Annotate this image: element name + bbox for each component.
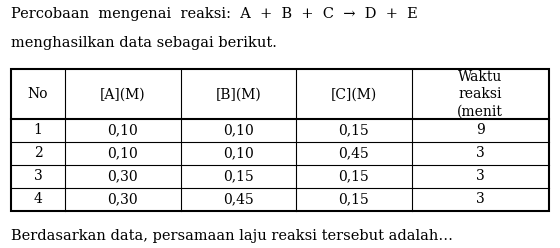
Text: Berdasarkan data, persamaan laju reaksi tersebut adalah…: Berdasarkan data, persamaan laju reaksi … [11, 229, 453, 243]
Text: 3: 3 [476, 146, 484, 160]
Text: 3: 3 [476, 192, 484, 206]
Text: 0,45: 0,45 [339, 146, 369, 160]
Text: 0,15: 0,15 [339, 169, 369, 183]
Text: 0,15: 0,15 [339, 124, 369, 137]
Text: 0,30: 0,30 [108, 169, 138, 183]
Text: 1: 1 [34, 124, 43, 137]
Text: 0,10: 0,10 [108, 146, 138, 160]
Text: 2: 2 [34, 146, 43, 160]
Text: 0,10: 0,10 [223, 146, 254, 160]
Text: 4: 4 [34, 192, 43, 206]
Text: 0,10: 0,10 [223, 124, 254, 137]
Text: 0,45: 0,45 [223, 192, 254, 206]
Text: [B](M): [B](M) [216, 87, 261, 101]
Text: Waktu
reaksi
(menit: Waktu reaksi (menit [458, 70, 503, 119]
Text: [C](M): [C](M) [331, 87, 377, 101]
Text: [A](M): [A](M) [100, 87, 146, 101]
Text: 0,15: 0,15 [223, 169, 254, 183]
Text: 9: 9 [476, 124, 484, 137]
Text: No: No [28, 87, 48, 101]
Text: 3: 3 [34, 169, 43, 183]
Text: menghasilkan data sebagai berikut.: menghasilkan data sebagai berikut. [11, 36, 277, 50]
Text: 3: 3 [476, 169, 484, 183]
Text: 0,15: 0,15 [339, 192, 369, 206]
Text: 0,30: 0,30 [108, 192, 138, 206]
Text: Percobaan  mengenai  reaksi:  A  +  B  +  C  →  D  +  E: Percobaan mengenai reaksi: A + B + C → D… [11, 7, 418, 21]
Text: 0,10: 0,10 [108, 124, 138, 137]
